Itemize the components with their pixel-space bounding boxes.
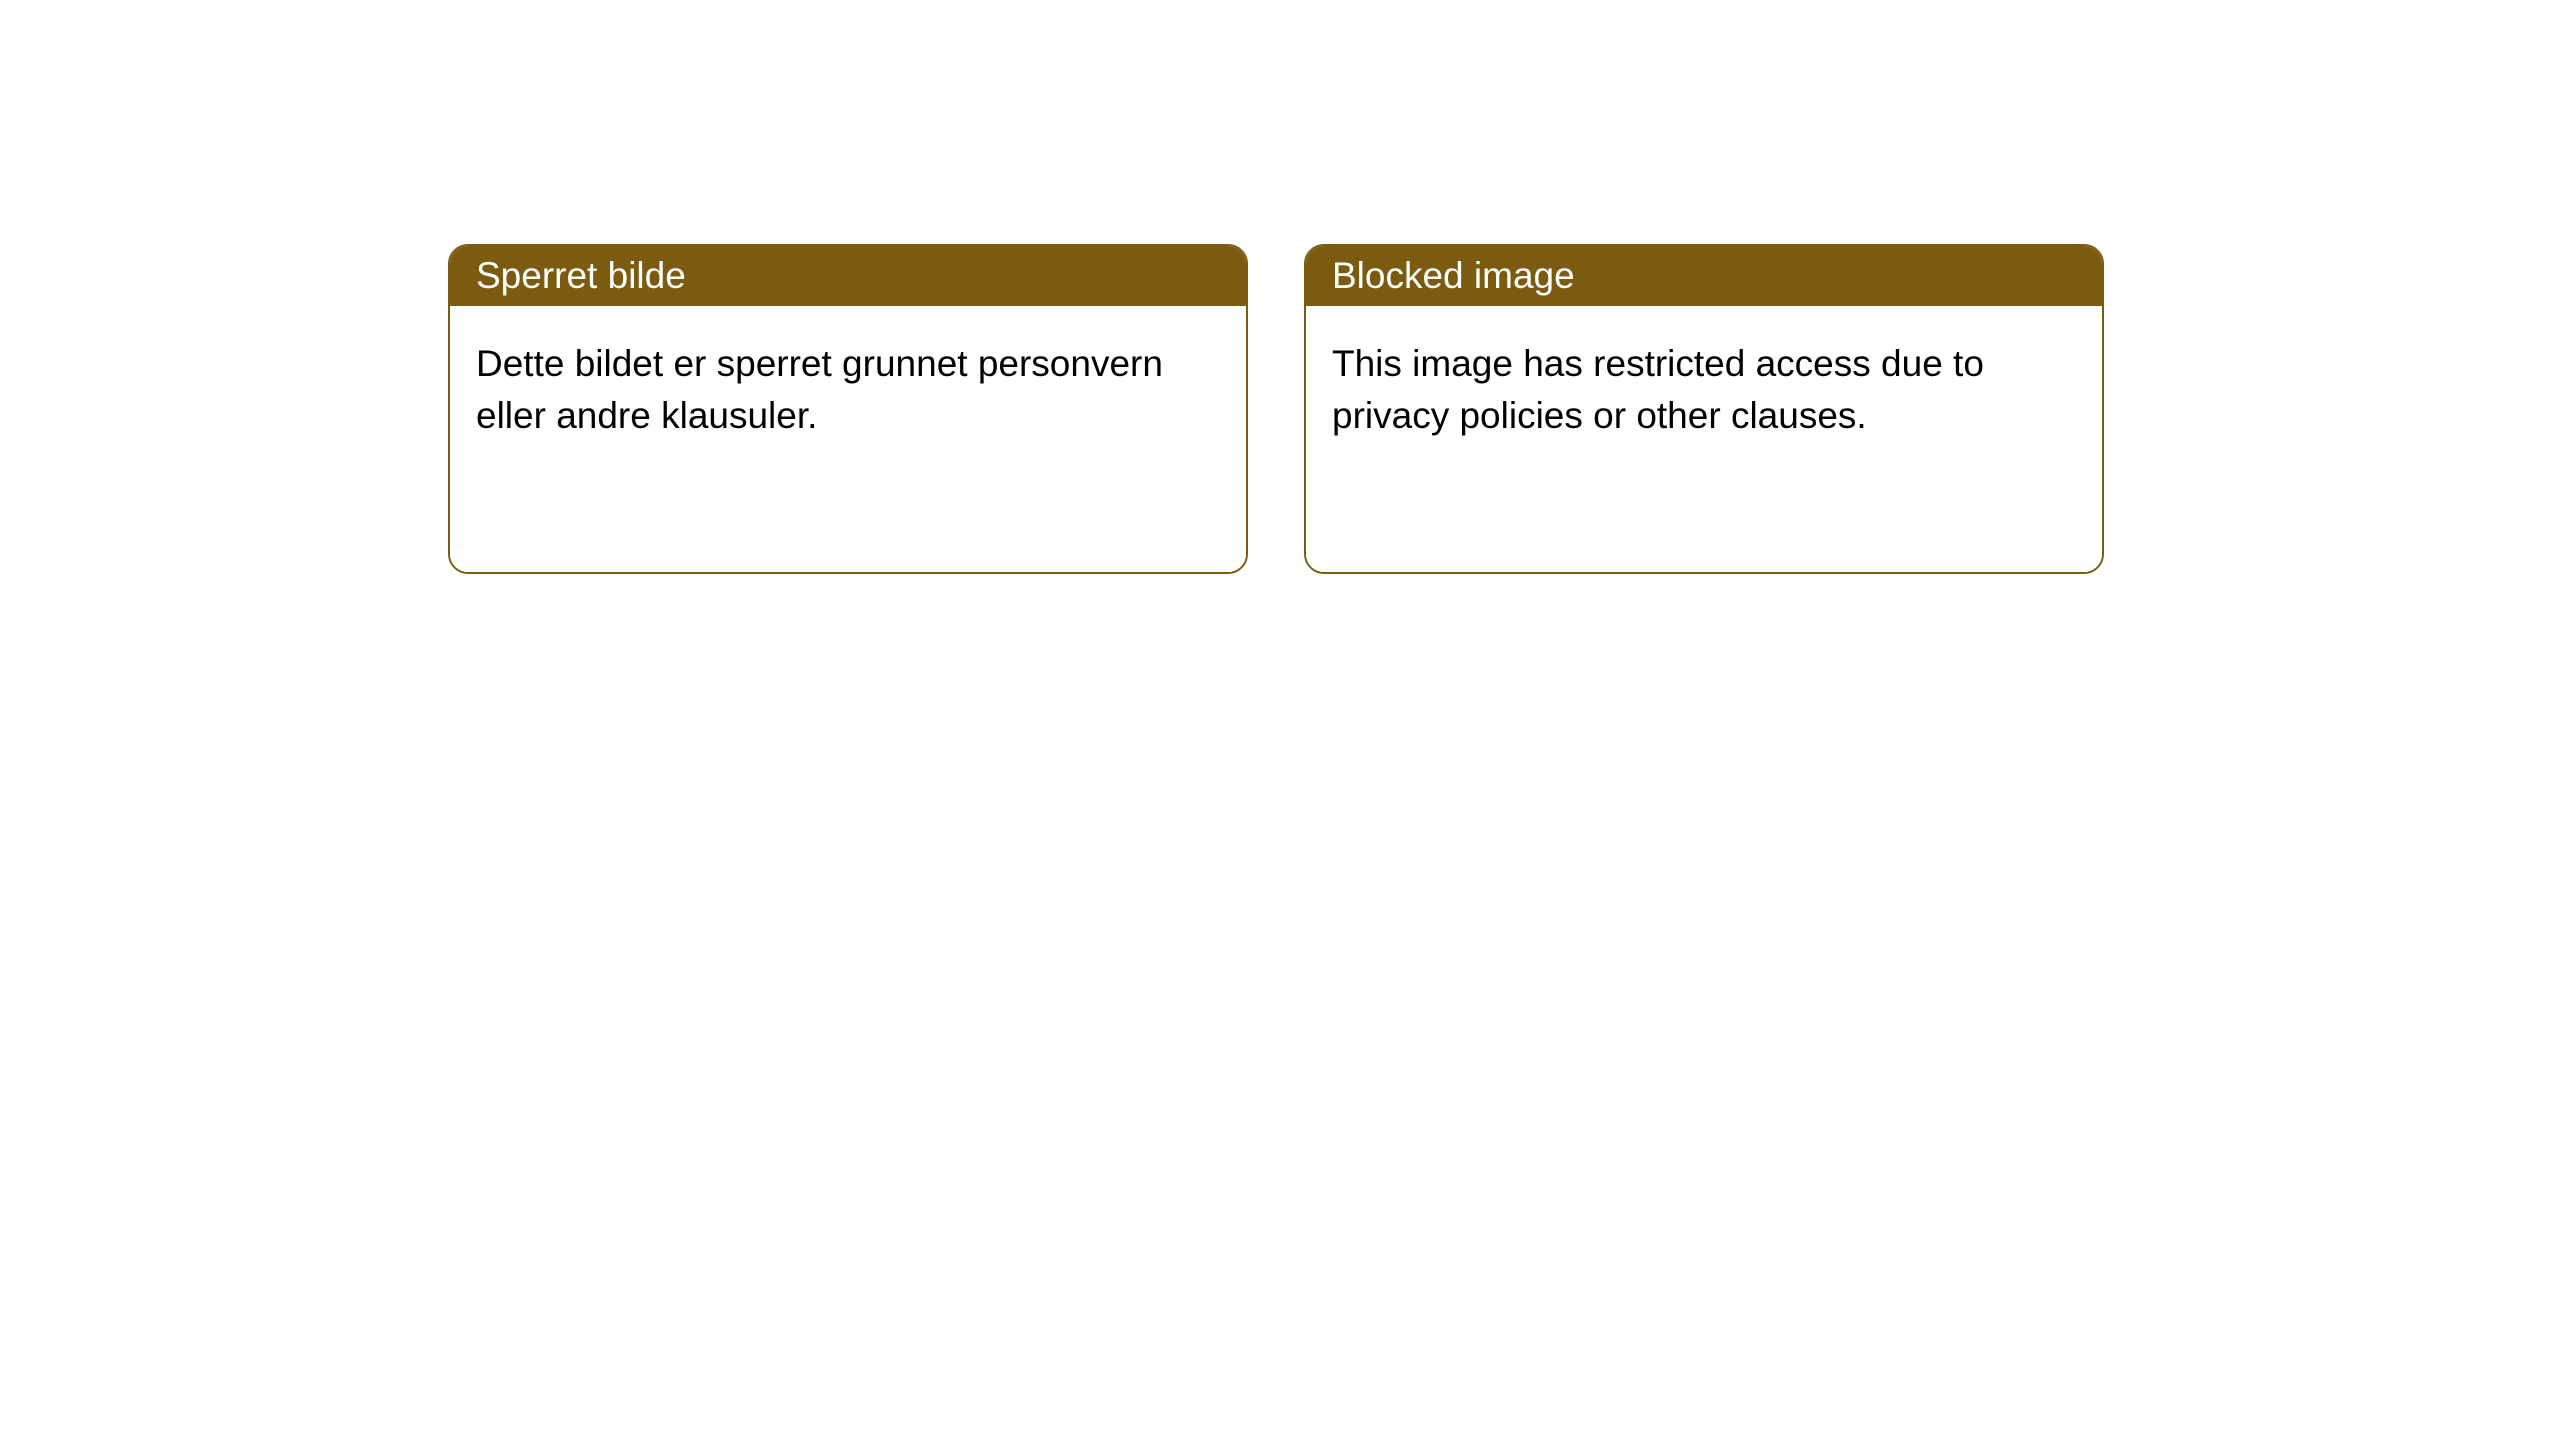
card-header: Sperret bilde	[450, 246, 1246, 306]
card-title: Sperret bilde	[476, 255, 686, 297]
card-body-text: Dette bildet er sperret grunnet personve…	[476, 343, 1163, 436]
card-title: Blocked image	[1332, 255, 1575, 297]
card-body: This image has restricted access due to …	[1306, 306, 2102, 572]
card-body-text: This image has restricted access due to …	[1332, 343, 1984, 436]
card-body: Dette bildet er sperret grunnet personve…	[450, 306, 1246, 572]
notice-container: Sperret bilde Dette bildet er sperret gr…	[0, 0, 2560, 574]
card-header: Blocked image	[1306, 246, 2102, 306]
notice-card-norwegian: Sperret bilde Dette bildet er sperret gr…	[448, 244, 1248, 574]
notice-card-english: Blocked image This image has restricted …	[1304, 244, 2104, 574]
